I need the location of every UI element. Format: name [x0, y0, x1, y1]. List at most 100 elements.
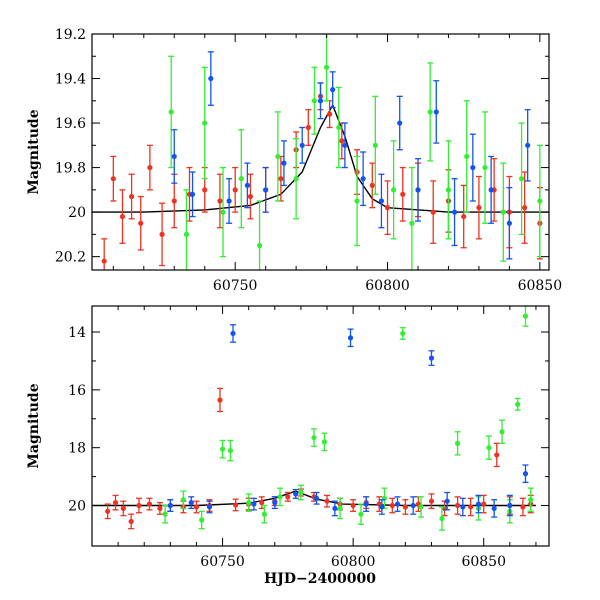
bottom-xtick-label: 60850: [461, 554, 506, 570]
bottom-blue-point: [444, 498, 450, 504]
top-blue-point: [330, 87, 336, 93]
top-blue-point: [415, 187, 421, 193]
top-blue-point: [342, 142, 348, 148]
top-blue-point: [397, 120, 403, 126]
top-blue-point: [525, 142, 531, 148]
top-blue-point: [171, 153, 177, 160]
top-xtick-label: 60750: [213, 278, 258, 294]
top-green-point: [323, 64, 330, 70]
top-blue-point: [317, 98, 324, 104]
top-panel-plot-area: [91, 33, 550, 271]
bottom-red-point: [146, 501, 153, 507]
bottom-blue-point: [188, 500, 194, 506]
top-green-point: [537, 198, 543, 204]
bottom-blue-point: [522, 471, 529, 477]
bottom-green-point: [277, 494, 283, 500]
bottom-panel-axes: 60750 60800 60850 14 16 18 20: [68, 306, 549, 570]
top-ytick-label: 19.6: [55, 116, 86, 132]
bottom-panel: 60750 60800 60850 14 16 18 20 Magnitude HJD−24…: [26, 305, 550, 587]
top-blue-point: [488, 187, 494, 193]
top-green-point: [500, 209, 506, 215]
bottom-red-point: [136, 502, 142, 509]
top-green-point: [275, 153, 281, 160]
bottom-blue-point: [460, 504, 466, 510]
bottom-green-point: [515, 401, 521, 407]
top-ytick-label: 19.4: [55, 72, 86, 88]
top-panel-data: [92, 34, 549, 270]
bottom-green-point: [219, 446, 226, 452]
top-green-point: [427, 109, 433, 115]
top-red-point: [384, 205, 391, 211]
top-red-point: [461, 213, 467, 220]
bottom-blue-point: [332, 505, 338, 512]
bottom-green-point: [400, 330, 406, 337]
top-ytick-label: 19.8: [55, 161, 86, 177]
bottom-blue-point: [251, 501, 257, 507]
bottom-green-point: [261, 511, 267, 517]
top-green-point: [482, 164, 488, 171]
top-xtick-label: 60850: [518, 278, 563, 294]
top-ytick-label: 19.2: [55, 27, 86, 43]
top-red-point: [138, 220, 144, 226]
top-red-point: [476, 205, 482, 211]
bottom-ytick-label: 14: [68, 325, 86, 341]
bottom-blue-point: [394, 501, 401, 507]
top-green-point: [183, 231, 190, 237]
bottom-green-point: [522, 313, 529, 319]
bottom-green-point: [455, 440, 461, 446]
top-red-point: [217, 198, 223, 204]
top-blue-point: [433, 109, 439, 115]
top-green-point: [445, 187, 452, 193]
top-red-point: [339, 138, 345, 144]
bottom-xtick-label: 60750: [200, 554, 245, 570]
bottom-blue-point: [491, 505, 497, 512]
top-green-point: [336, 124, 342, 131]
bottom-ytick-label: 20: [68, 499, 86, 515]
bottom-green-point: [337, 505, 343, 512]
bottom-green-point: [246, 500, 252, 506]
top-red-point: [119, 213, 126, 220]
top-blue-point: [189, 191, 196, 197]
top-blue-point: [263, 187, 269, 193]
top-blue-point: [378, 198, 385, 204]
bottom-blue-point: [379, 504, 385, 510]
top-green-point: [238, 176, 244, 182]
top-series-red: [101, 82, 543, 270]
bottom-green-point: [499, 429, 505, 435]
top-blue-point: [506, 220, 512, 226]
bottom-red-point: [217, 397, 223, 403]
bottom-panel-data: [92, 306, 536, 531]
top-series-blue: [171, 51, 531, 260]
top-red-point: [147, 164, 153, 171]
bottom-red-point: [157, 505, 163, 512]
top-green-point: [202, 120, 208, 126]
top-blue-point: [208, 75, 214, 82]
bottom-red-point: [389, 502, 395, 509]
top-red-point: [171, 198, 177, 204]
bottom-red-point: [350, 502, 356, 509]
bottom-green-point: [199, 517, 205, 523]
bottom-green-point: [311, 434, 317, 441]
bottom-red-point: [193, 504, 200, 510]
top-green-point: [409, 220, 415, 226]
bottom-green-point: [439, 515, 445, 522]
bottom-red-point: [428, 498, 435, 504]
bottom-blue-point: [293, 491, 299, 497]
bottom-red-point: [468, 504, 474, 510]
bottom-green-point: [486, 445, 492, 451]
bottom-green-point: [180, 497, 186, 503]
bottom-series-green: [162, 306, 534, 531]
top-panel-frame: [91, 33, 550, 271]
bottom-blue-point: [428, 355, 435, 361]
top-green-point: [293, 176, 299, 182]
top-red-point: [247, 193, 254, 200]
bottom-green-point: [298, 489, 304, 496]
top-panel-axes: 60750 60800 60850 19.2 19.4 19.6 19.8 20 20.2: [55, 27, 562, 294]
top-panel: 60750 60800 60850 19.2 19.4 19.6 19.8 20 20.2 Ma…: [26, 27, 562, 294]
bottom-blue-point: [507, 502, 513, 509]
top-blue-point: [244, 182, 250, 188]
top-blue-point: [360, 176, 366, 182]
top-ytick-label: 20: [68, 205, 86, 221]
bottom-red-point: [112, 500, 119, 506]
top-red-point: [101, 258, 107, 264]
